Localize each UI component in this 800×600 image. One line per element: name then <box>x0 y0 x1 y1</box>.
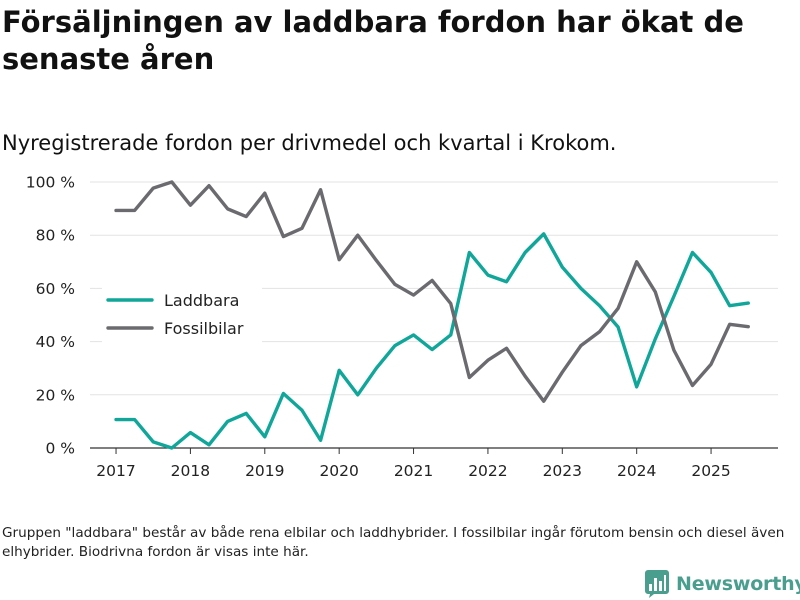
x-tick-label: 2025 <box>691 462 730 480</box>
y-tick-label: 60 % <box>36 280 75 298</box>
line-chart: 0 % 20 % 40 % 60 % 80 % 100 % 2017 2018 2019 202… <box>26 174 778 480</box>
series-line-laddbara <box>114 232 750 450</box>
x-tick-label: 2023 <box>543 462 582 480</box>
legend: Laddbara Fossilbilar <box>102 284 262 346</box>
x-axis: 2017 2018 2019 2020 2021 2022 2023 2024 2025 <box>90 447 778 480</box>
chart-title: Försäljningen av laddbara fordon har öka… <box>2 5 744 76</box>
legend-label-laddbara: Laddbara <box>164 291 239 310</box>
chart-subtitle: Nyregistrerade fordon per drivmedel och … <box>2 131 617 155</box>
x-tick-label: 2018 <box>171 462 210 480</box>
x-tick-label: 2017 <box>96 462 135 480</box>
newsworthy-logo: Newsworthy <box>645 569 800 599</box>
series-lines <box>114 180 750 450</box>
y-tick-label: 100 % <box>26 174 75 192</box>
y-axis: 0 % 20 % 40 % 60 % 80 % 100 % <box>26 174 75 458</box>
x-tick-label: 2021 <box>394 462 433 480</box>
y-tick-label: 20 % <box>36 386 75 404</box>
x-tick-label: 2019 <box>245 462 284 480</box>
series-line-fossilbilar <box>114 180 750 403</box>
x-tick-label: 2020 <box>319 462 358 480</box>
y-tick-label: 0 % <box>45 440 75 458</box>
legend-label-fossilbilar: Fossilbilar <box>164 319 244 338</box>
brand-name: Newsworthy <box>676 573 800 595</box>
y-tick-label: 80 % <box>36 227 75 245</box>
footnote: Gruppen "laddbara" består av både rena e… <box>2 525 785 560</box>
bar-chart-logo-icon <box>645 570 669 598</box>
legend-background <box>102 284 262 346</box>
y-tick-label: 40 % <box>36 333 75 351</box>
x-tick-label: 2022 <box>468 462 507 480</box>
x-tick-label: 2024 <box>617 462 656 480</box>
